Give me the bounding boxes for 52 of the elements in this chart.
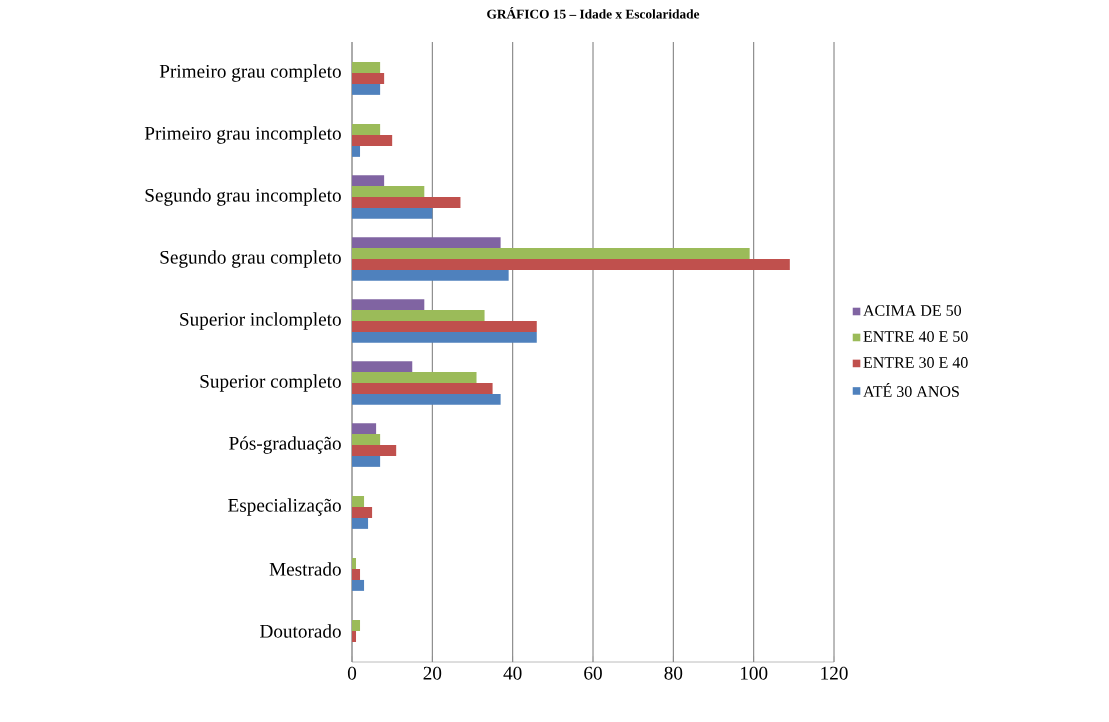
bar: [352, 175, 385, 187]
x-tick-label: 20: [423, 666, 442, 680]
legend-label: ENTRE 30 E 40: [863, 357, 968, 368]
bar: [352, 299, 425, 311]
bar: [352, 393, 501, 405]
bar: [352, 259, 790, 270]
x-tick-label: 40: [503, 666, 522, 680]
bar: [352, 135, 393, 146]
y-tick-label: Primeiro grau completo: [159, 64, 341, 82]
y-tick-label: Especialização: [228, 498, 341, 516]
bar: [352, 383, 493, 394]
bar: [352, 124, 381, 135]
y-tick-label: Mestrado: [269, 562, 341, 576]
y-tick-label: Doutorado: [260, 624, 341, 638]
legend-label: ATÉ 30 ANOS: [863, 383, 959, 397]
y-tick-label: Segundo grau incompleto: [145, 188, 341, 206]
bar: [352, 73, 385, 84]
bar: [352, 248, 750, 259]
bar: [352, 579, 365, 591]
x-tick-label: 100: [740, 666, 768, 680]
bar: [352, 197, 461, 208]
bar: [352, 434, 381, 445]
x-tick-label: 0: [347, 666, 357, 680]
bar: [352, 321, 537, 332]
bar: [352, 423, 377, 435]
y-tick-label: Superior inclompleto: [180, 312, 341, 330]
bar: [352, 445, 397, 456]
x-tick-label: 120: [821, 666, 848, 680]
legend-label: ACIMA DE 50: [863, 305, 962, 316]
bar: [352, 269, 509, 281]
y-tick-label: Segundo grau completo: [160, 250, 341, 268]
y-tick-label: Superior completo: [200, 374, 341, 392]
bar: [352, 361, 413, 373]
legend-label: ENTRE 40 E 50: [863, 331, 968, 342]
y-tick-label: Primeiro grau incompleto: [144, 126, 341, 144]
bar: [352, 331, 537, 343]
x-tick-label: 60: [584, 666, 602, 680]
x-tick-label: 80: [664, 666, 683, 680]
y-tick-label: Pós-graduação: [229, 436, 341, 454]
bar: [352, 455, 381, 467]
bar: [352, 372, 477, 383]
bar: [352, 237, 501, 249]
bar: [352, 186, 425, 197]
bar: [352, 83, 381, 95]
bar: [352, 62, 381, 73]
bar: [352, 496, 365, 507]
bar: [352, 507, 373, 518]
bar: [352, 207, 433, 219]
bar: [352, 145, 361, 157]
bar: [352, 310, 485, 321]
bar: [352, 517, 369, 529]
chart-title: GRÁFICO 15 – Idade x Escolaridade: [487, 7, 700, 19]
